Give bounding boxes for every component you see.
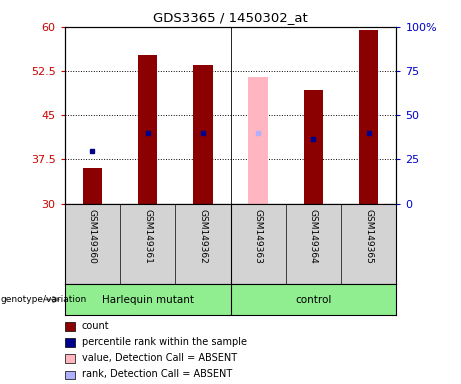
Text: Harlequin mutant: Harlequin mutant — [101, 295, 194, 305]
Text: rank, Detection Call = ABSENT: rank, Detection Call = ABSENT — [82, 369, 232, 379]
Bar — [83, 168, 102, 204]
Text: percentile rank within the sample: percentile rank within the sample — [82, 337, 247, 347]
Bar — [248, 77, 268, 204]
Bar — [138, 55, 157, 204]
Text: value, Detection Call = ABSENT: value, Detection Call = ABSENT — [82, 353, 236, 363]
Bar — [359, 30, 378, 204]
Title: GDS3365 / 1450302_at: GDS3365 / 1450302_at — [153, 11, 308, 24]
Text: GSM149365: GSM149365 — [364, 209, 373, 264]
Bar — [304, 91, 323, 204]
Text: genotype/variation: genotype/variation — [1, 295, 87, 304]
Text: control: control — [296, 295, 331, 305]
Text: count: count — [82, 321, 109, 331]
Text: GSM149364: GSM149364 — [309, 209, 318, 264]
Bar — [193, 65, 213, 204]
Text: GSM149361: GSM149361 — [143, 209, 152, 264]
Text: GSM149360: GSM149360 — [88, 209, 97, 264]
Text: GSM149363: GSM149363 — [254, 209, 263, 264]
Text: GSM149362: GSM149362 — [198, 209, 207, 264]
